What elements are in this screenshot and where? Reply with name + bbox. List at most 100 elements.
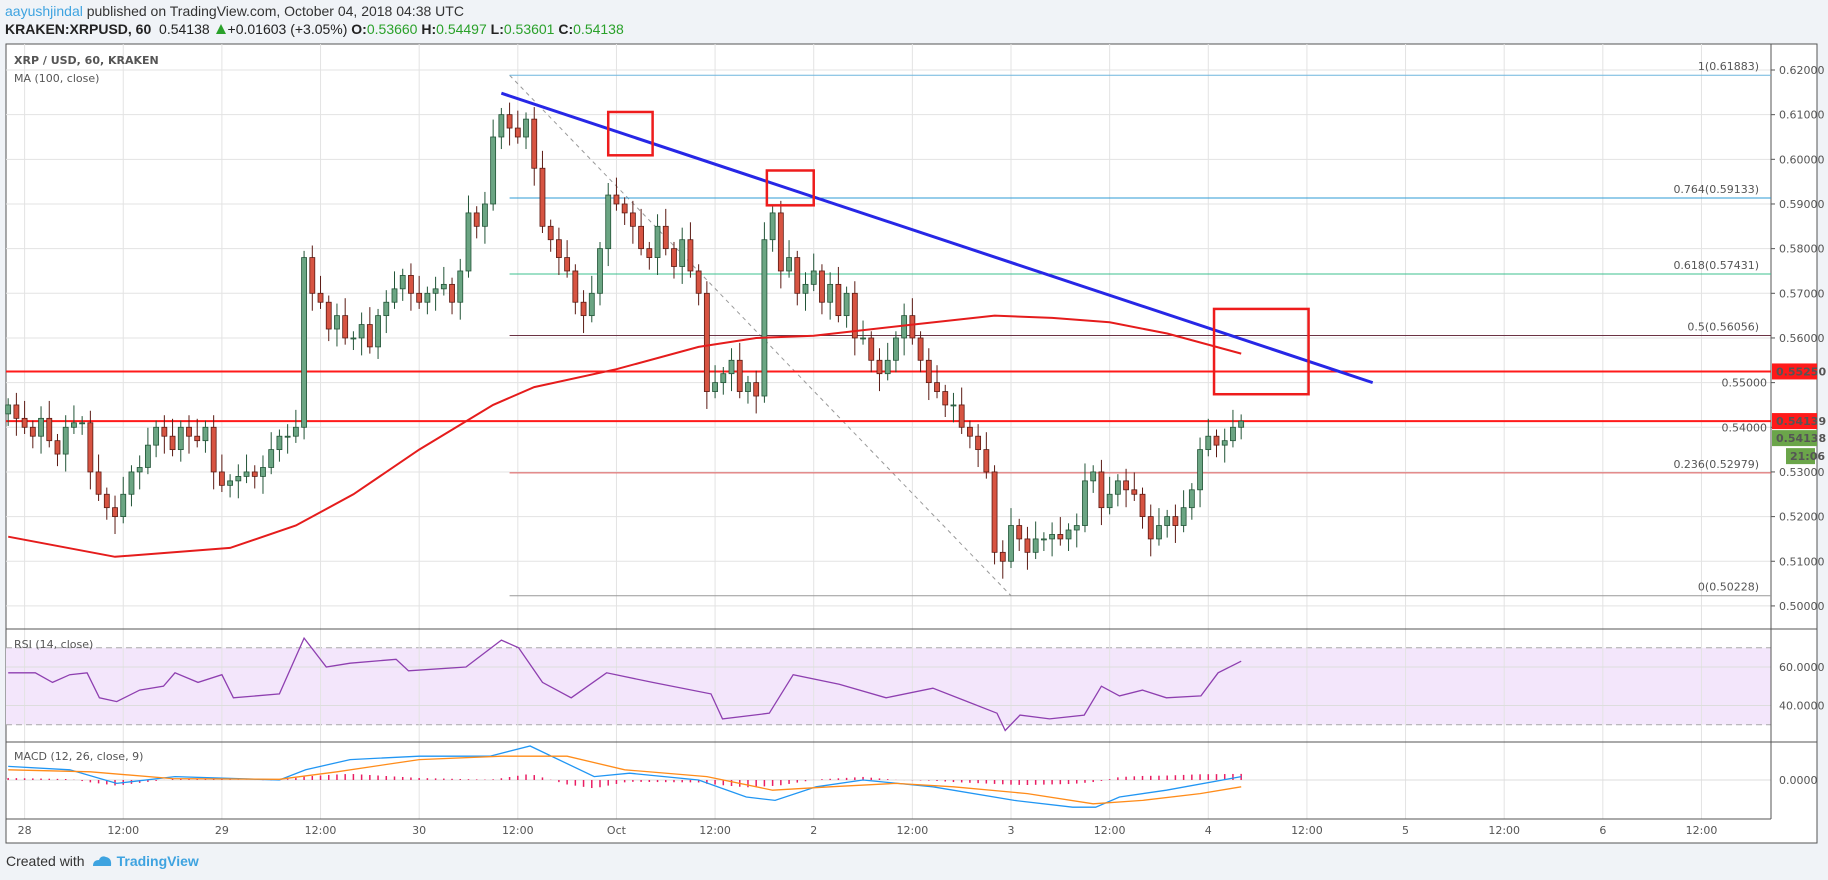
candle — [728, 359, 735, 375]
author-link[interactable]: aayushjindal — [5, 3, 83, 19]
low-label: L: — [490, 21, 504, 37]
candle — [210, 426, 217, 473]
candle — [925, 359, 932, 384]
resistance-highlight-box — [765, 169, 815, 207]
signal-line — [8, 755, 1242, 805]
candle — [1164, 516, 1171, 526]
x-tick-label: 12:00 — [897, 824, 929, 837]
candle — [301, 257, 307, 428]
price-tick-label: 0.53000 — [1779, 466, 1825, 479]
candle — [62, 426, 69, 455]
candle — [1197, 449, 1203, 491]
candle — [646, 248, 653, 258]
price-tick-label: 0.57000 — [1779, 287, 1825, 300]
candle — [999, 551, 1006, 562]
candle — [490, 136, 497, 205]
candle — [1180, 507, 1187, 526]
candle — [745, 382, 751, 392]
candle — [621, 203, 628, 214]
last-price-label: 0.54138 — [1776, 432, 1826, 445]
candle — [523, 118, 529, 138]
fib-level-label: 0.5(0.56056) — [1687, 320, 1759, 333]
tradingview-logo[interactable]: TradingView — [91, 853, 199, 869]
candle — [564, 257, 571, 272]
close-label: C: — [558, 21, 574, 37]
rsi-tick-label: 40.0000 — [1779, 699, 1825, 712]
candle — [284, 435, 291, 438]
candle — [1123, 480, 1129, 491]
candle — [975, 435, 982, 451]
publish-text: published on TradingView.com, October 04… — [86, 3, 464, 19]
candle — [1090, 471, 1097, 482]
last-price-bg — [1772, 430, 1817, 447]
x-tick-label: 12:00 — [1488, 824, 1520, 837]
candle — [794, 257, 801, 294]
candle — [539, 167, 546, 227]
candle — [276, 435, 283, 451]
candle — [366, 324, 373, 348]
candle — [901, 315, 908, 339]
candle — [934, 382, 940, 392]
candle — [432, 288, 439, 294]
fib-level-label: 0(0.50228) — [1698, 581, 1759, 594]
countdown-bg — [1786, 448, 1815, 465]
symbol: KRAKEN:XRPUSD, 60 — [5, 21, 152, 37]
brand-name: TradingView — [116, 853, 199, 869]
candle — [572, 270, 579, 303]
x-tick-label: Oct — [607, 824, 627, 837]
macd-legend: MACD (12, 26, close, 9) — [14, 750, 143, 763]
resistance-highlight-box — [1212, 307, 1310, 396]
candle — [1082, 480, 1088, 526]
candle — [383, 301, 390, 317]
candle — [662, 225, 669, 250]
candle — [260, 467, 266, 477]
candle — [87, 422, 94, 473]
candle — [120, 493, 127, 517]
candle — [942, 391, 949, 406]
candle — [1238, 420, 1245, 428]
candle — [958, 404, 965, 428]
candle — [597, 248, 603, 294]
candle — [868, 337, 875, 361]
price-tick-label: 0.61000 — [1779, 109, 1825, 122]
price-label-bg — [1772, 413, 1817, 430]
ma-legend: MA (100, close) — [14, 72, 99, 85]
candle — [440, 283, 447, 290]
candle — [29, 426, 36, 437]
candle — [876, 359, 883, 375]
candle — [1057, 534, 1064, 540]
candle — [917, 337, 924, 361]
candle — [350, 337, 357, 340]
candle — [153, 426, 160, 446]
x-tick-label: 4 — [1205, 824, 1212, 837]
price-label-bg — [1772, 363, 1817, 380]
candle — [843, 292, 850, 317]
candle — [588, 292, 595, 317]
candle — [1156, 525, 1162, 540]
candle — [1147, 516, 1154, 540]
candle — [292, 426, 299, 437]
x-tick-label: 5 — [1402, 824, 1409, 837]
candle — [268, 449, 275, 468]
candle — [202, 426, 209, 442]
candle — [13, 404, 20, 419]
candle — [243, 471, 250, 477]
x-tick-label: 12:00 — [1291, 824, 1323, 837]
low-value: 0.53601 — [503, 21, 555, 37]
created-with: Created with — [6, 853, 85, 869]
x-tick-label: 12:00 — [107, 824, 139, 837]
price-tick-label: 0.52000 — [1779, 511, 1825, 524]
x-tick-label: 12:00 — [305, 824, 337, 837]
candle — [1172, 516, 1179, 526]
candle — [5, 404, 12, 415]
rsi-tick-label: 60.0000 — [1779, 661, 1825, 674]
candle — [884, 359, 891, 375]
candle — [46, 417, 53, 442]
candle — [1098, 471, 1105, 509]
candle — [514, 127, 521, 138]
candle — [827, 283, 834, 303]
candle — [161, 426, 168, 437]
open-value: 0.53660 — [366, 21, 418, 37]
candle — [1188, 489, 1195, 509]
